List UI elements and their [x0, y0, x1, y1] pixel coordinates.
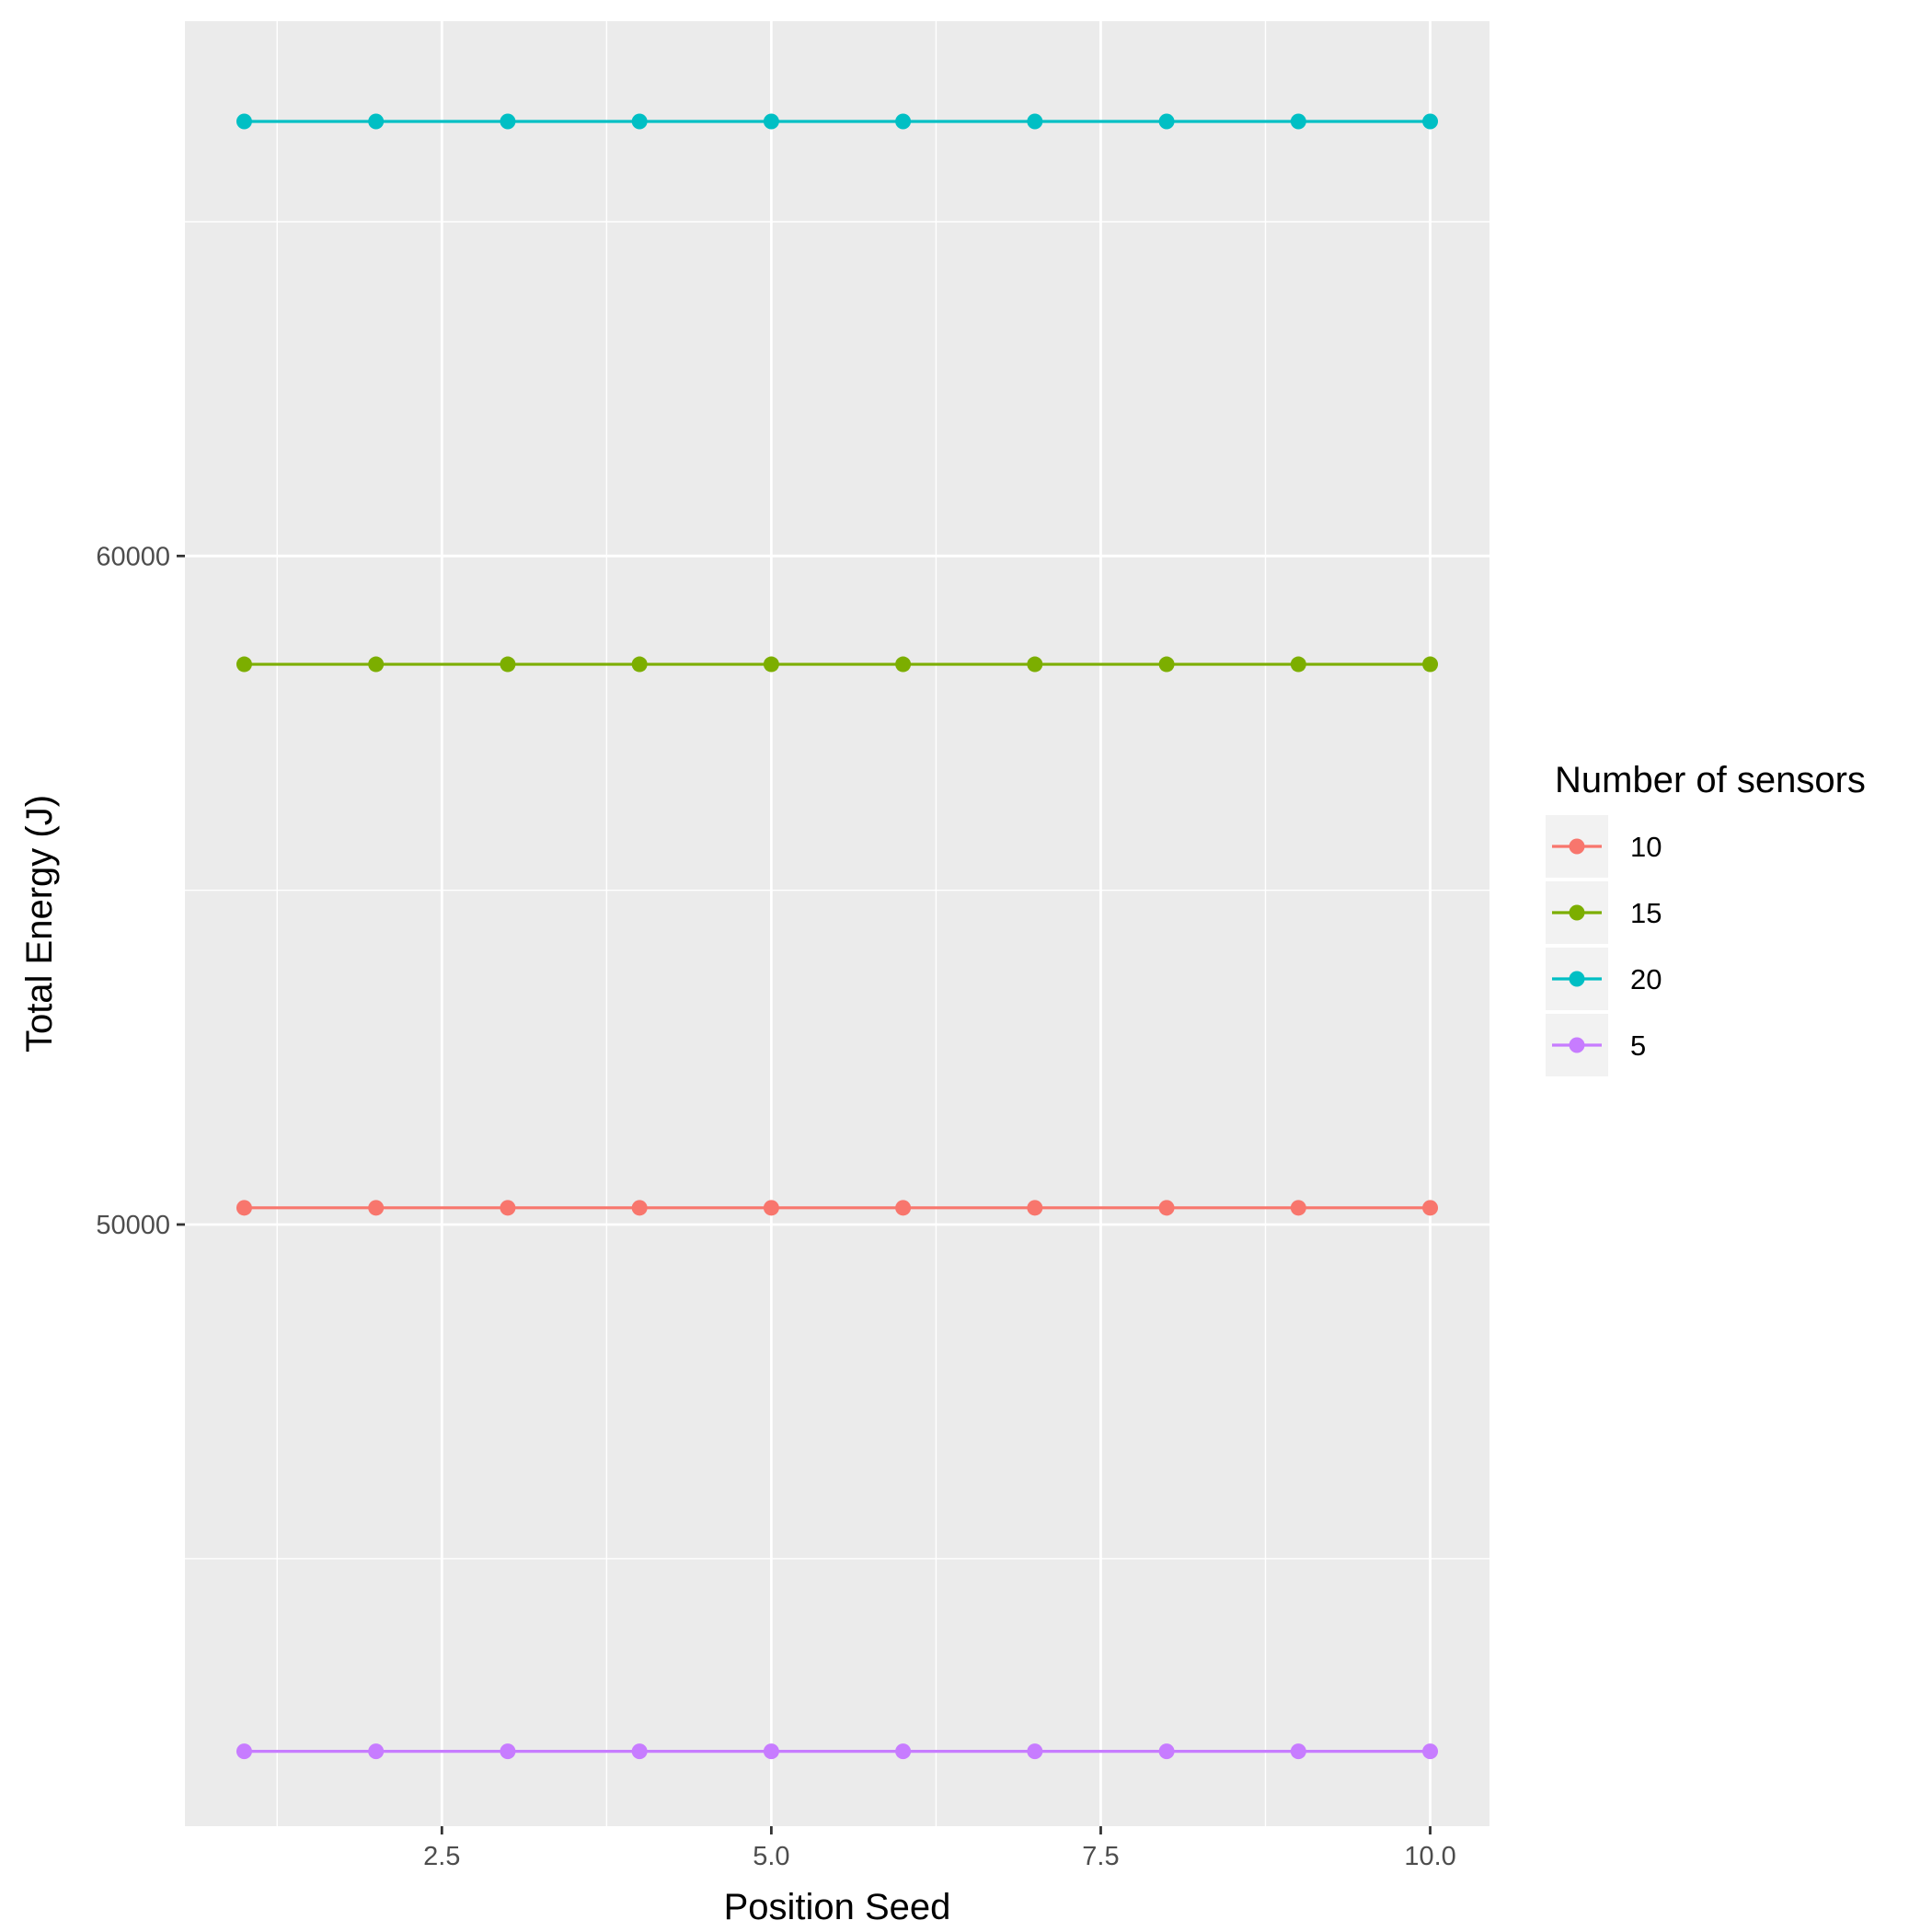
- data-point-15: [1290, 656, 1306, 673]
- data-point-10: [631, 1200, 648, 1216]
- data-point-10: [763, 1200, 779, 1216]
- legend-item-10: 10: [1546, 815, 1662, 878]
- data-point-20: [1158, 113, 1175, 130]
- data-point-5: [500, 1743, 516, 1760]
- data-point-15: [1422, 656, 1439, 673]
- x-tick-label: 5.0: [753, 1842, 789, 1871]
- data-point-10: [1422, 1200, 1439, 1216]
- data-point-15: [1158, 656, 1175, 673]
- legend-label: 5: [1630, 1029, 1646, 1062]
- legend-key-point: [1569, 838, 1585, 855]
- data-point-5: [1027, 1743, 1043, 1760]
- legend: Number of sensors 10 15 20 5: [1546, 760, 1866, 1076]
- x-tick-label: 7.5: [1082, 1842, 1119, 1871]
- legend-item-5: 5: [1546, 1014, 1646, 1076]
- data-point-15: [631, 656, 648, 673]
- data-point-5: [1158, 1743, 1175, 1760]
- data-point-5: [631, 1743, 648, 1760]
- data-point-10: [1158, 1200, 1175, 1216]
- series-20: [236, 113, 1439, 130]
- axes: 2.5 5.0 7.5 10.0 50000 60000: [96, 542, 1455, 1871]
- data-point-20: [368, 113, 385, 130]
- legend-item-20: 20: [1546, 948, 1662, 1010]
- data-point-5: [895, 1743, 912, 1760]
- x-tick-label: 2.5: [423, 1842, 460, 1871]
- data-point-20: [236, 113, 252, 130]
- data-point-15: [895, 656, 912, 673]
- data-point-5: [763, 1743, 779, 1760]
- data-point-10: [1027, 1200, 1043, 1216]
- data-point-10: [1290, 1200, 1306, 1216]
- x-axis-title: Position Seed: [724, 1887, 951, 1927]
- series-5: [236, 1743, 1439, 1760]
- x-tick-label: 10.0: [1404, 1842, 1455, 1871]
- grid-lines: [185, 21, 1489, 1826]
- series-15: [236, 656, 1439, 673]
- data-point-10: [236, 1200, 252, 1216]
- data-point-20: [500, 113, 516, 130]
- data-point-15: [500, 656, 516, 673]
- data-point-5: [368, 1743, 385, 1760]
- legend-item-15: 15: [1546, 881, 1662, 944]
- data-point-20: [1027, 113, 1043, 130]
- data-point-15: [763, 656, 779, 673]
- series-10: [236, 1200, 1439, 1216]
- y-tick-label: 60000: [96, 542, 170, 571]
- data-point-15: [236, 656, 252, 673]
- legend-key-point: [1569, 904, 1585, 921]
- legend-label: 20: [1630, 963, 1662, 995]
- series-layer: [236, 113, 1439, 1760]
- legend-label: 10: [1630, 831, 1662, 863]
- data-point-5: [1290, 1743, 1306, 1760]
- plot-panel: [185, 21, 1489, 1826]
- data-point-15: [1027, 656, 1043, 673]
- data-point-10: [895, 1200, 912, 1216]
- data-point-20: [895, 113, 912, 130]
- data-point-15: [368, 656, 385, 673]
- data-point-20: [1290, 113, 1306, 130]
- legend-key-point: [1569, 1037, 1585, 1053]
- data-point-20: [631, 113, 648, 130]
- data-point-10: [368, 1200, 385, 1216]
- data-point-5: [1422, 1743, 1439, 1760]
- data-point-20: [1422, 113, 1439, 130]
- legend-title: Number of sensors: [1555, 760, 1866, 800]
- data-point-10: [500, 1200, 516, 1216]
- legend-key-point: [1569, 971, 1585, 987]
- y-tick-label: 50000: [96, 1211, 170, 1240]
- data-point-20: [763, 113, 779, 130]
- y-axis-title: Total Energy (J): [19, 795, 60, 1052]
- legend-label: 15: [1630, 897, 1662, 929]
- data-point-5: [236, 1743, 252, 1760]
